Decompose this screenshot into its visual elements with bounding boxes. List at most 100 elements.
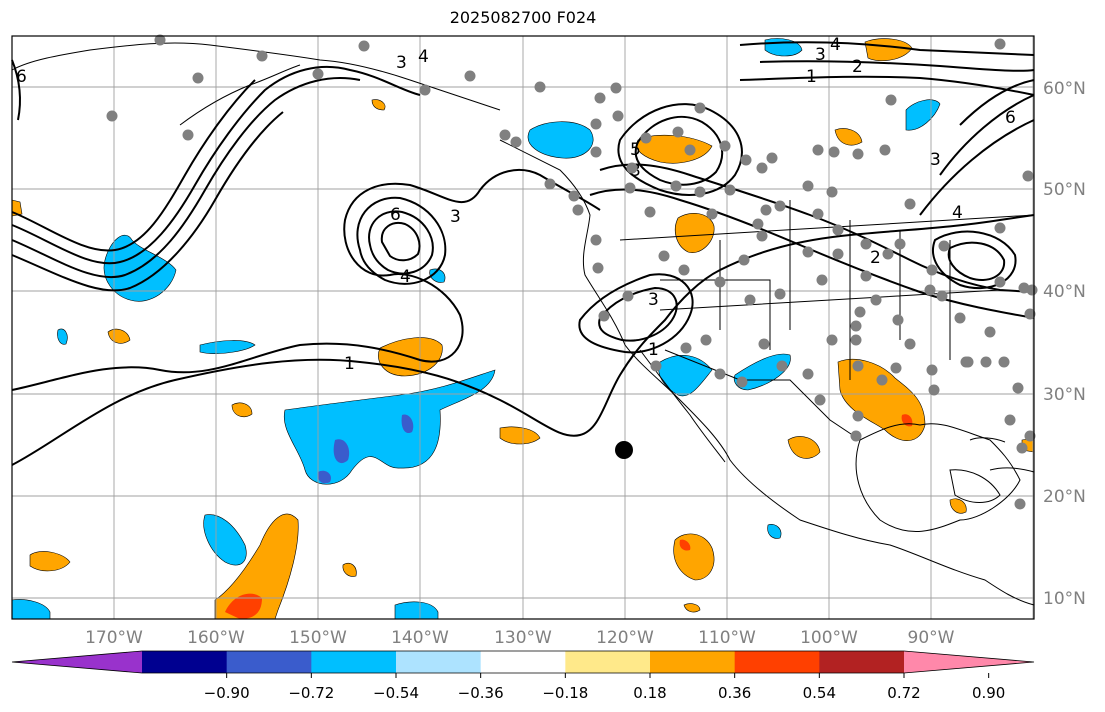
station-dot bbox=[850, 430, 862, 442]
colorbar-segment bbox=[650, 651, 736, 673]
station-dot bbox=[182, 129, 194, 141]
station-dot bbox=[670, 180, 682, 192]
warm-anomaly-area bbox=[636, 134, 713, 164]
cool-anomaly-area bbox=[317, 470, 331, 484]
contour-label: 6 bbox=[390, 205, 401, 225]
cool-anomaly-area bbox=[658, 355, 713, 397]
station-dot bbox=[592, 262, 604, 274]
station-dot bbox=[954, 312, 966, 324]
station-dot bbox=[928, 384, 940, 396]
contour-line bbox=[11, 77, 361, 279]
station-dot bbox=[752, 218, 764, 230]
station-dot bbox=[678, 264, 690, 276]
warm-anomaly-area bbox=[949, 498, 967, 514]
station-dot bbox=[812, 144, 824, 156]
contour-line bbox=[739, 75, 1035, 96]
colorbar-segment bbox=[819, 651, 905, 673]
station-dot bbox=[984, 326, 996, 338]
longitude-label: 140°W bbox=[391, 628, 449, 648]
colorbar-tick-label: −0.90 bbox=[204, 684, 250, 702]
warm-anomaly-area bbox=[787, 436, 821, 459]
colorbar-segment bbox=[311, 651, 397, 673]
latitude-label: 30°N bbox=[1043, 385, 1086, 405]
station-dot bbox=[626, 162, 638, 174]
colorbar-tick-label: 0.54 bbox=[803, 684, 836, 702]
latitude-axis: 60°N 50°N 40°N 30°N 20°N 10°N bbox=[1043, 79, 1086, 609]
contour-line bbox=[932, 230, 1017, 290]
station-dot bbox=[106, 110, 118, 122]
contour-line bbox=[368, 210, 434, 275]
station-dot bbox=[802, 246, 814, 258]
station-dot bbox=[994, 276, 1006, 288]
longitude-axis: 170°W 160°W 150°W 140°W 130°W 120°W 110°… bbox=[85, 628, 955, 648]
station-dot bbox=[814, 394, 826, 406]
contour-line bbox=[589, 188, 1035, 319]
station-dot bbox=[624, 182, 636, 194]
station-dot bbox=[672, 126, 684, 138]
station-dot bbox=[926, 364, 938, 376]
longitude-label: 90°W bbox=[908, 628, 955, 648]
map-panel: 1 1 1 2 2 3 3 3 3 3 3 4 4 4 4 5 6 6 6 bbox=[11, 34, 1038, 620]
longitude-label: 130°W bbox=[494, 628, 552, 648]
longitude-label: 160°W bbox=[187, 628, 245, 648]
contour-label: 5 bbox=[630, 140, 641, 160]
station-dot bbox=[658, 250, 670, 262]
station-dot bbox=[860, 270, 872, 282]
station-dot bbox=[598, 310, 610, 322]
longitude-label: 110°W bbox=[698, 628, 756, 648]
station-dot bbox=[756, 230, 768, 242]
cool-anomaly-area bbox=[11, 599, 51, 620]
station-dot bbox=[870, 294, 882, 306]
warm-anomaly-area bbox=[834, 128, 863, 146]
station-dot bbox=[744, 294, 756, 306]
contour-label: 4 bbox=[952, 203, 963, 223]
station-dot bbox=[724, 184, 736, 196]
station-dot bbox=[816, 274, 828, 286]
contour-label: 1 bbox=[648, 340, 659, 360]
longitude-label: 150°W bbox=[289, 628, 347, 648]
location-marker bbox=[615, 441, 633, 459]
station-dot bbox=[1012, 382, 1024, 394]
station-dot bbox=[828, 146, 840, 158]
station-dot bbox=[572, 204, 584, 216]
station-dot bbox=[1024, 430, 1036, 442]
latitude-label: 40°N bbox=[1043, 282, 1086, 302]
colorbar-extend-low bbox=[12, 651, 142, 673]
station-dot bbox=[640, 132, 652, 144]
station-dot bbox=[756, 162, 768, 174]
station-dot bbox=[534, 81, 546, 93]
station-dot bbox=[998, 356, 1010, 368]
station-dot bbox=[510, 136, 522, 148]
us-mexico-border bbox=[664, 349, 861, 441]
station-dot bbox=[879, 144, 891, 156]
station-dot bbox=[885, 94, 897, 106]
station-dot bbox=[776, 360, 788, 372]
warm-anomaly-area bbox=[214, 513, 299, 620]
colorbar-segment bbox=[142, 651, 228, 673]
station-dot bbox=[1024, 308, 1036, 320]
contour-label: 2 bbox=[870, 248, 881, 268]
contour-label: 3 bbox=[396, 53, 407, 73]
colorbar-outline bbox=[11, 650, 1035, 674]
station-dot bbox=[904, 338, 916, 350]
contour-line bbox=[578, 273, 694, 354]
station-dot bbox=[832, 248, 844, 260]
station-dot bbox=[852, 148, 864, 160]
station-dot bbox=[1016, 442, 1028, 454]
station-dot bbox=[812, 208, 824, 220]
cool-anomaly-area bbox=[394, 601, 439, 620]
station-dot bbox=[852, 360, 864, 372]
colorbar-segment bbox=[396, 651, 482, 673]
station-dot bbox=[622, 290, 634, 302]
contour-line bbox=[380, 222, 421, 262]
warm-anomaly-area bbox=[683, 603, 701, 613]
station-dot bbox=[890, 362, 902, 374]
gulf-coastline bbox=[855, 423, 1021, 533]
warm-anomaly-area bbox=[231, 402, 253, 417]
station-dot bbox=[714, 368, 726, 380]
station-dot bbox=[192, 72, 204, 84]
warm-anomaly-area bbox=[371, 99, 386, 111]
station-dot bbox=[876, 374, 888, 386]
station-dot bbox=[256, 50, 268, 62]
station-dot bbox=[892, 314, 904, 326]
